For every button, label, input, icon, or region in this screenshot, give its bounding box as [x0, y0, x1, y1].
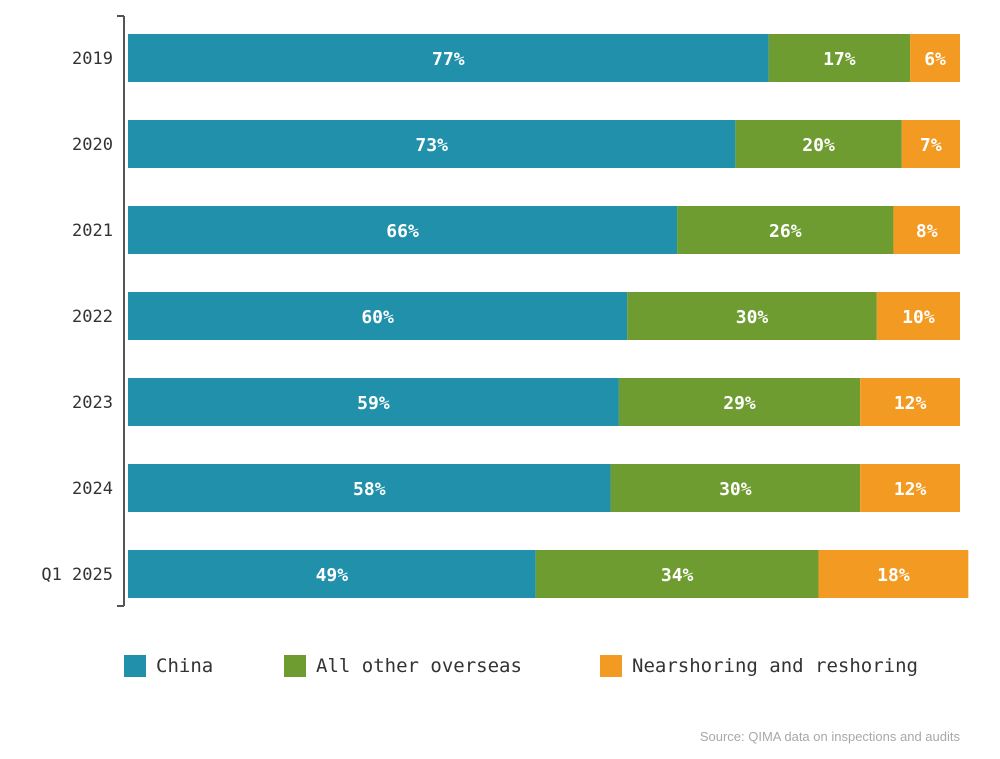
legend-item-nearshoring: Nearshoring and reshoring — [600, 655, 918, 677]
source-note: Source: QIMA data on inspections and aud… — [699, 729, 960, 744]
y-tick-label-2022: 2022 — [72, 307, 113, 327]
bar-nearshoring-and-reshoring-2023 — [860, 378, 960, 426]
bar-label-china-q1-2025: 49% — [316, 565, 349, 586]
bar-all-other-overseas-2022 — [627, 292, 877, 340]
bar-all-other-overseas-2023 — [618, 378, 861, 426]
bar-label-nearshoring-and-reshoring-2020: 7% — [920, 135, 942, 156]
bar-label-all-other-overseas-2022: 30% — [736, 307, 769, 328]
y-tick-label-2024: 2024 — [72, 479, 113, 499]
bar-label-all-other-overseas-2024: 30% — [719, 479, 752, 500]
bar-label-nearshoring-and-reshoring-2021: 8% — [916, 221, 938, 242]
y-axis: 2019 2020 2021 2022 2023 2024 Q1 2025 — [41, 15, 125, 607]
bar-label-nearshoring-and-reshoring-2022: 10% — [902, 307, 935, 328]
bar-label-all-other-overseas-q1-2025: 34% — [661, 565, 694, 586]
legend-label-china: China — [156, 655, 214, 677]
y-tick-label-2020: 2020 — [72, 135, 113, 155]
bar-label-nearshoring-and-reshoring-2023: 12% — [894, 393, 927, 414]
bar-label-china-2023: 59% — [357, 393, 390, 414]
y-tick-label-2019: 2019 — [72, 49, 113, 69]
legend-item-china: China — [124, 655, 213, 677]
legend-swatch-other-overseas — [284, 655, 306, 677]
bar-china-2023 — [128, 378, 619, 426]
bar-label-all-other-overseas-2021: 26% — [769, 221, 802, 242]
legend-swatch-nearshoring — [600, 655, 622, 677]
legend-item-other-overseas: All other overseas — [284, 655, 522, 677]
bar-nearshoring-and-reshoring-2020 — [901, 120, 960, 168]
bar-nearshoring-and-reshoring-2021 — [893, 206, 960, 254]
bar-label-china-2020: 73% — [415, 135, 448, 156]
bar-china-2022 — [128, 292, 628, 340]
y-tick-label-q1-2025: Q1 2025 — [41, 565, 113, 585]
legend-label-nearshoring: Nearshoring and reshoring — [632, 655, 918, 677]
bar-label-all-other-overseas-2020: 20% — [802, 135, 835, 156]
bar-nearshoring-and-reshoring-2022 — [876, 292, 960, 340]
bar-china-2020 — [128, 120, 736, 168]
bar-nearshoring-and-reshoring-2019 — [910, 34, 960, 82]
bar-nearshoring-and-reshoring-q1-2025 — [818, 550, 969, 598]
bar-label-china-2019: 77% — [432, 49, 465, 70]
legend-swatch-china — [124, 655, 146, 677]
bar-label-all-other-overseas-2019: 17% — [823, 49, 856, 70]
bar-label-china-2022: 60% — [361, 307, 394, 328]
bar-nearshoring-and-reshoring-2024 — [860, 464, 960, 512]
bar-all-other-overseas-2021 — [677, 206, 894, 254]
bar-label-china-2021: 66% — [386, 221, 419, 242]
bar-label-all-other-overseas-2023: 29% — [723, 393, 756, 414]
legend: China All other overseas Nearshoring and… — [120, 655, 980, 683]
y-tick-label-2021: 2021 — [72, 221, 113, 241]
bar-label-nearshoring-and-reshoring-2019: 6% — [924, 49, 946, 70]
bar-china-q1-2025 — [128, 550, 536, 598]
stacked-bar-chart: 2019 2020 2021 2022 2023 2024 Q1 2025 77% 17% 6%… — [41, 15, 969, 607]
bar-china-2024 — [128, 464, 611, 512]
bar-label-nearshoring-and-reshoring-q1-2025: 18% — [877, 565, 910, 586]
bar-all-other-overseas-2024 — [610, 464, 861, 512]
bar-china-2021 — [128, 206, 678, 254]
bar-all-other-overseas-q1-2025 — [535, 550, 819, 598]
bar-all-other-overseas-2020 — [735, 120, 902, 168]
y-tick-label-2023: 2023 — [72, 393, 113, 413]
bar-all-other-overseas-2019 — [768, 34, 911, 82]
legend-label-other-overseas: All other overseas — [316, 655, 522, 677]
bars-group: 77% 17% 6% 73% 20% 7% 66% 26% 8% 60% 30% 10% 59% 29% 1… — [128, 34, 969, 598]
bar-label-china-2024: 58% — [353, 479, 386, 500]
bar-label-nearshoring-and-reshoring-2024: 12% — [894, 479, 927, 500]
bar-china-2019 — [128, 34, 769, 82]
